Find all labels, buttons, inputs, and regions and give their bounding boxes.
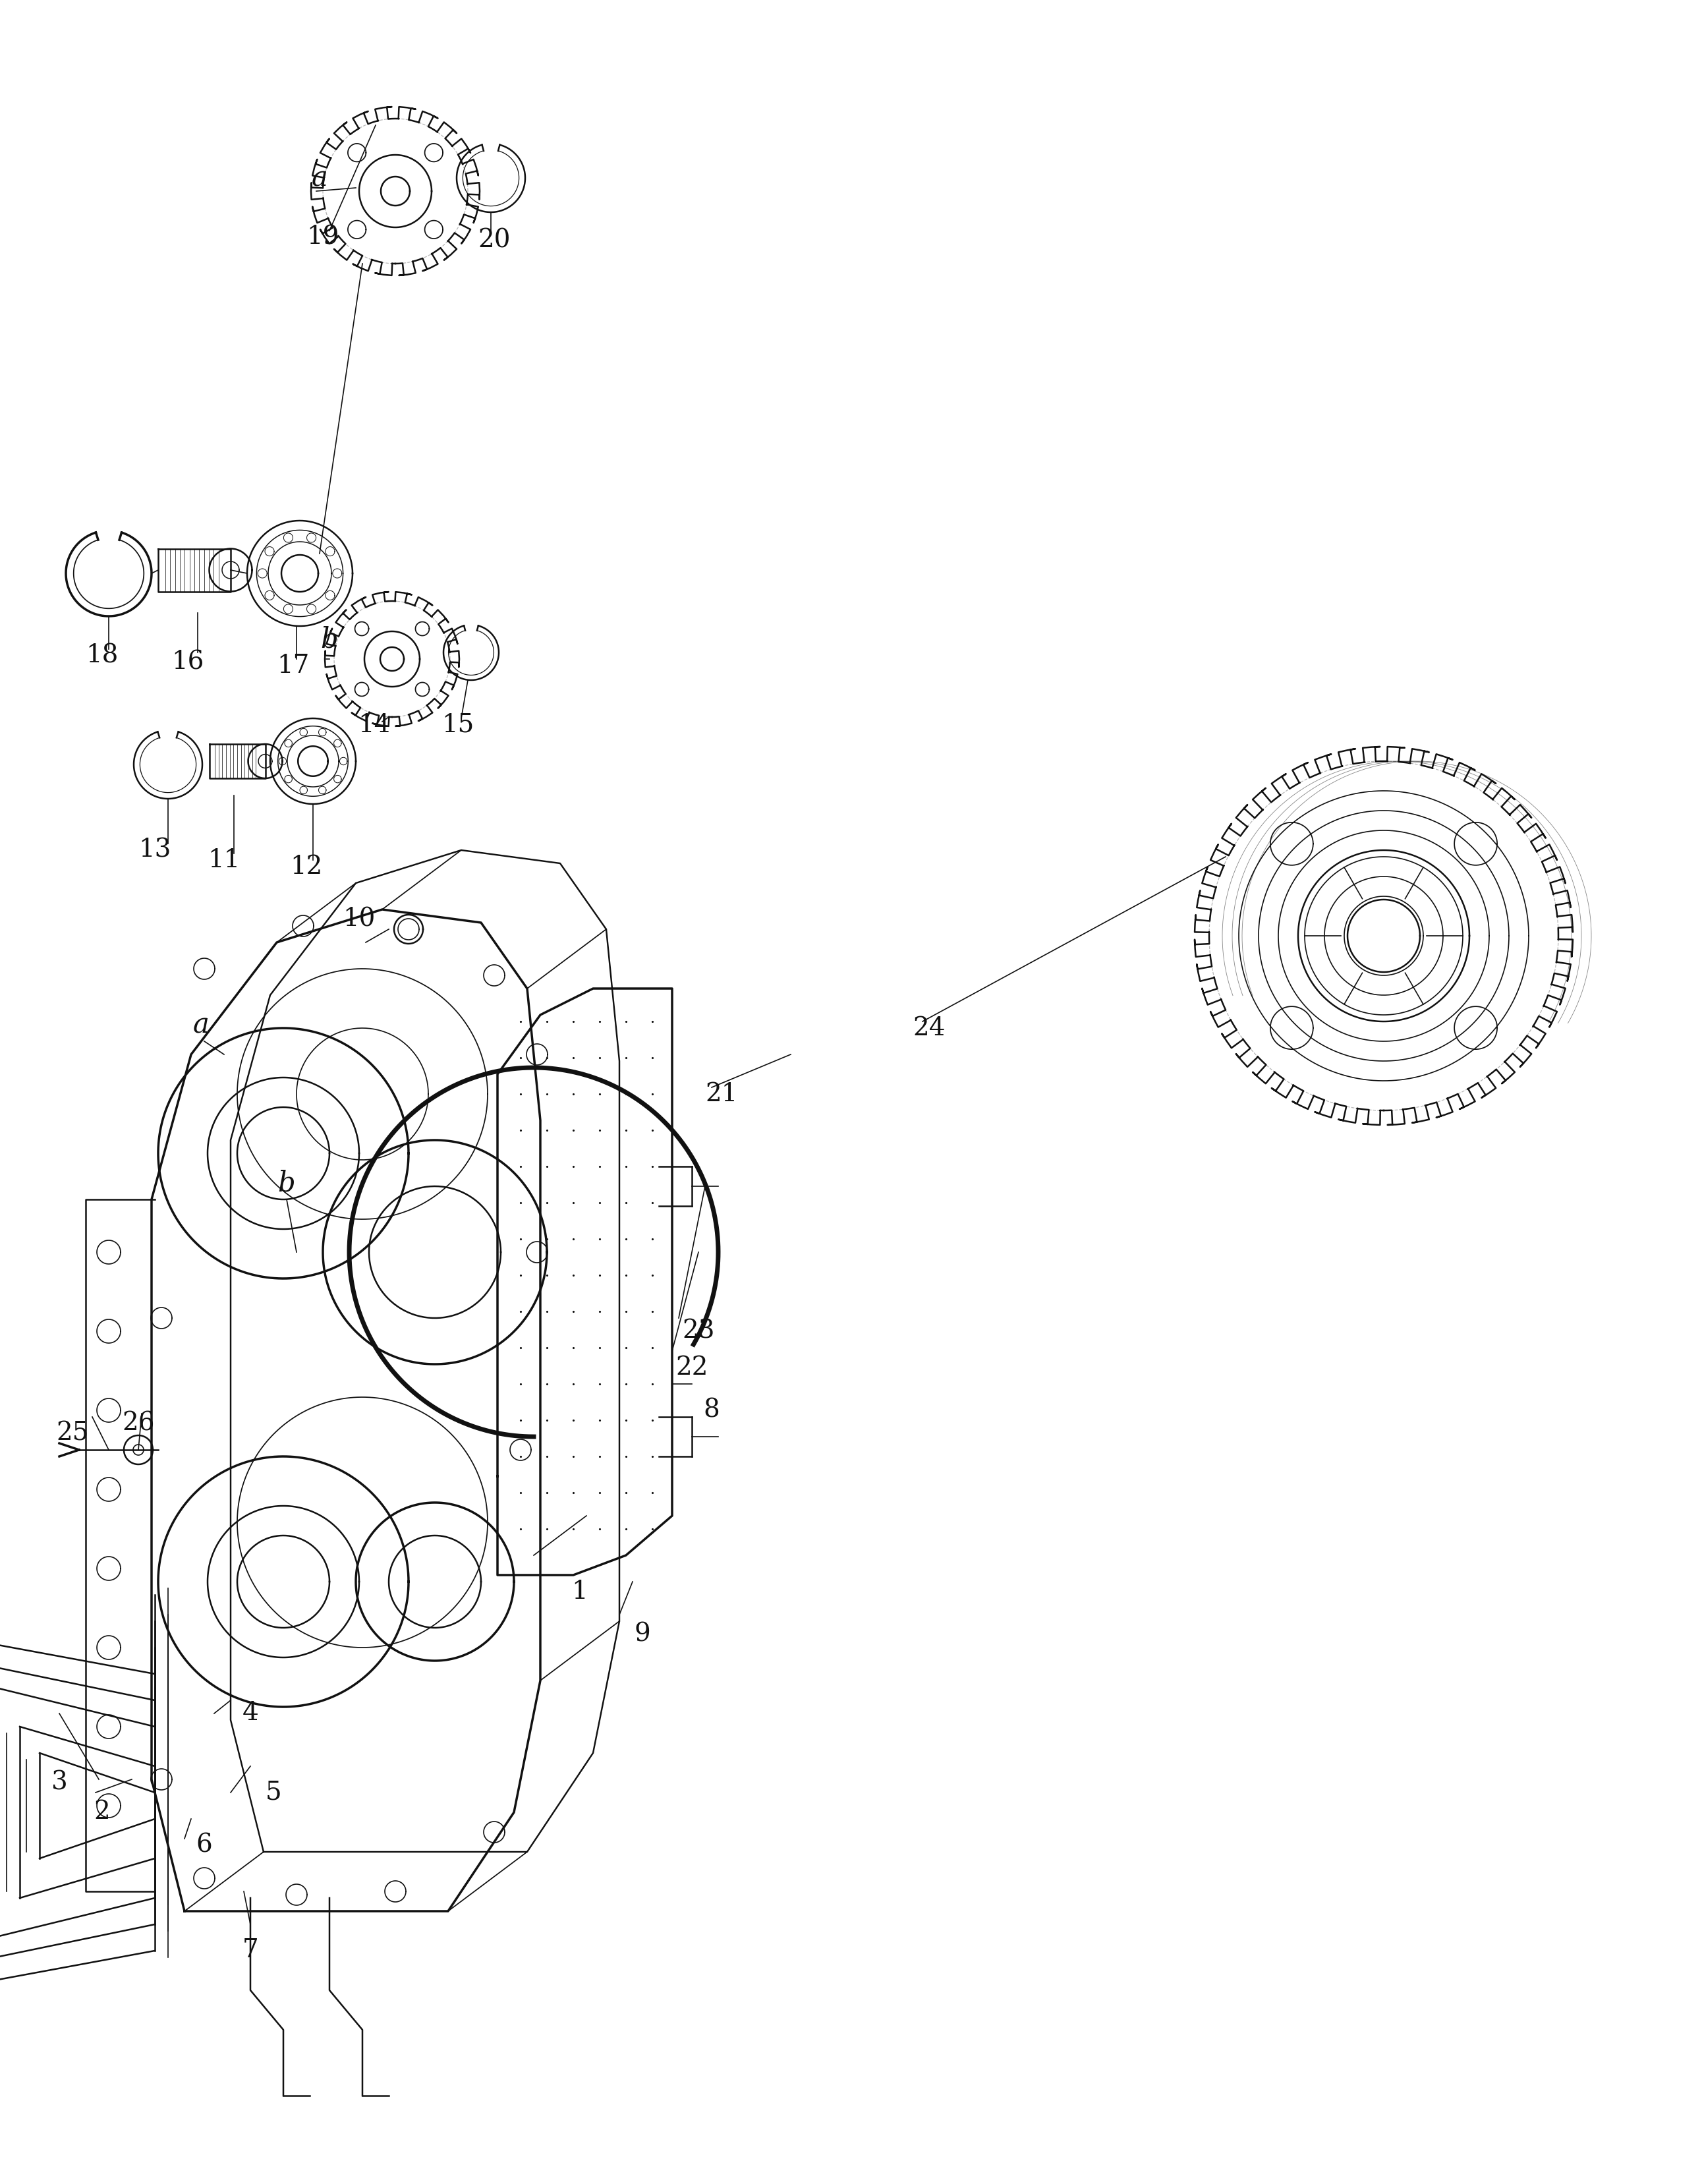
Text: 9: 9 — [635, 1623, 650, 1647]
Text: 6: 6 — [196, 1832, 213, 1856]
Text: 10: 10 — [342, 906, 376, 933]
Text: 11: 11 — [208, 847, 240, 871]
Text: 15: 15 — [443, 712, 475, 738]
Text: 24: 24 — [912, 1016, 945, 1040]
Text: 26: 26 — [123, 1411, 155, 1435]
Text: 7: 7 — [242, 1939, 259, 1963]
Text: 16: 16 — [172, 651, 204, 675]
Text: 4: 4 — [242, 1701, 259, 1725]
Text: 21: 21 — [705, 1081, 737, 1105]
Text: b: b — [277, 1168, 296, 1197]
Text: 19: 19 — [306, 225, 339, 249]
Text: 2: 2 — [94, 1800, 111, 1824]
Text: a: a — [311, 164, 328, 192]
Text: 8: 8 — [703, 1398, 720, 1422]
Text: b: b — [320, 625, 339, 653]
Text: 23: 23 — [683, 1319, 715, 1343]
Text: a: a — [192, 1011, 209, 1040]
Text: 18: 18 — [85, 644, 119, 668]
Text: 22: 22 — [676, 1356, 708, 1380]
Text: 3: 3 — [51, 1771, 68, 1795]
Text: 12: 12 — [289, 854, 323, 878]
Text: 17: 17 — [277, 653, 310, 677]
Text: 13: 13 — [138, 839, 172, 863]
Text: 1: 1 — [572, 1579, 587, 1603]
Text: 25: 25 — [56, 1422, 89, 1446]
Text: 5: 5 — [266, 1780, 281, 1804]
Text: 20: 20 — [478, 229, 511, 253]
Text: 14: 14 — [357, 712, 390, 738]
